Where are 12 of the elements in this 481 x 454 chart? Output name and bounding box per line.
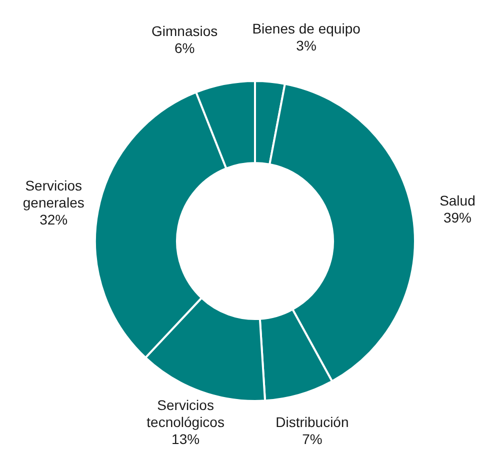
- slice-label: Bienes de equipo: [252, 20, 361, 36]
- data-label: 7%: [302, 431, 322, 447]
- data-label: 6%: [174, 40, 195, 56]
- slice-label: Salud: [440, 192, 476, 208]
- data-label: 3%: [296, 37, 316, 54]
- data-label: 13%: [172, 431, 200, 447]
- slice-label: Servicios tecnológicos: [146, 397, 224, 430]
- slice-label: Gimnasios: [152, 23, 218, 40]
- slice-label: Distribución: [276, 414, 349, 430]
- data-label: 39%: [443, 209, 472, 226]
- data-label: 32%: [40, 212, 68, 228]
- slice-label: Servicios generales: [22, 178, 84, 211]
